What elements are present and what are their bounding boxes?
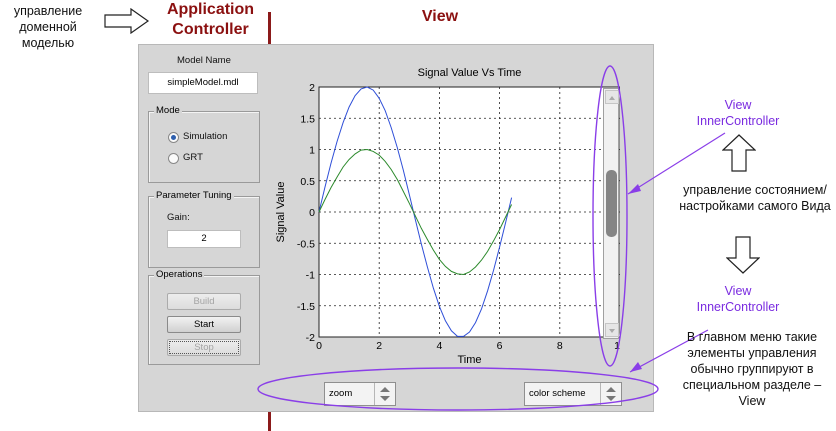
simulation-radio[interactable] <box>168 132 179 143</box>
x-tick-label: 4 <box>436 340 442 352</box>
parameter-tuning-group: Parameter Tuning Gain: 2 <box>148 190 260 268</box>
y-tick-label: -2 <box>306 332 315 344</box>
series-line <box>318 86 513 337</box>
x-tick-label: 8 <box>557 340 563 352</box>
stop-button[interactable]: Stop <box>167 339 241 356</box>
y-tick-label: 0 <box>309 207 315 219</box>
scroll-up-arrow-icon[interactable] <box>605 90 619 104</box>
signal-plot: 0 2 4 6 8 10 2 1.5 1 0.5 0 -0.5 -1 -1.5 -2 Signal Value… <box>275 67 620 366</box>
menu-note: В главном меню такие элементы управления… <box>682 330 822 408</box>
view-title: View <box>421 8 459 25</box>
view-inner-controller-label-2: View InnerController <box>696 284 780 314</box>
gain-label: Gain: <box>167 212 190 223</box>
y-axis-label: Signal Value <box>275 182 287 243</box>
color-scheme-popup[interactable]: color scheme <box>524 382 622 406</box>
x-tick-label: 6 <box>497 340 503 352</box>
view-inner-controller-label-1: View InnerController <box>696 98 780 128</box>
zoom-popup-label: zoom <box>329 388 353 399</box>
y-tick-label: 0.5 <box>300 176 315 188</box>
x-tick-label: 2 <box>376 340 382 352</box>
mode-group-title: Mode <box>154 105 182 116</box>
build-button[interactable]: Build <box>167 293 241 310</box>
right-arrow-icon <box>104 8 150 34</box>
simulation-label: Simulation <box>183 131 228 142</box>
model-name-label: Model Name <box>177 55 231 66</box>
view-state-note: управление состоянием/настройками самого… <box>679 183 831 213</box>
grt-radio[interactable] <box>168 153 179 164</box>
x-tick-label: 0 <box>316 340 322 352</box>
down-arrow-icon <box>726 236 760 274</box>
start-button[interactable]: Start <box>167 316 241 333</box>
plot-title: Signal Value Vs Time <box>418 67 522 79</box>
x-axis-label: Time <box>457 354 481 366</box>
y-tick-label: -1.5 <box>297 301 315 313</box>
y-tick-label: -1 <box>306 270 315 282</box>
zoom-popup[interactable]: zoom <box>324 382 396 406</box>
mode-group: Mode Simulation GRT <box>148 105 260 183</box>
spinner-arrows-icon <box>600 383 621 405</box>
up-arrow-icon <box>722 134 756 172</box>
y-tick-label: 1 <box>309 145 315 157</box>
gain-field[interactable]: 2 <box>167 230 241 248</box>
y-tick-label: -0.5 <box>297 238 315 250</box>
model-name-field[interactable]: simpleModel.mdl <box>148 72 258 94</box>
operations-title: Operations <box>154 269 205 280</box>
domain-model-note: управление доменной моделью <box>13 4 83 50</box>
parameter-tuning-title: Parameter Tuning <box>154 190 234 201</box>
y-tick-label: 2 <box>309 82 315 94</box>
application-controller-title: Application Controller <box>166 1 255 38</box>
spinner-arrows-icon <box>374 383 395 405</box>
y-tick-label: 1.5 <box>300 113 315 125</box>
scroll-thumb[interactable] <box>606 170 617 237</box>
x-tick-label: 10 <box>614 340 620 352</box>
color-scheme-popup-label: color scheme <box>529 388 586 399</box>
series-line <box>318 148 513 276</box>
scroll-down-arrow-icon[interactable] <box>605 323 619 337</box>
vertical-scrollbar[interactable] <box>603 88 619 339</box>
grt-label: GRT <box>183 152 203 163</box>
operations-group: Operations Build Start Stop <box>148 269 260 365</box>
